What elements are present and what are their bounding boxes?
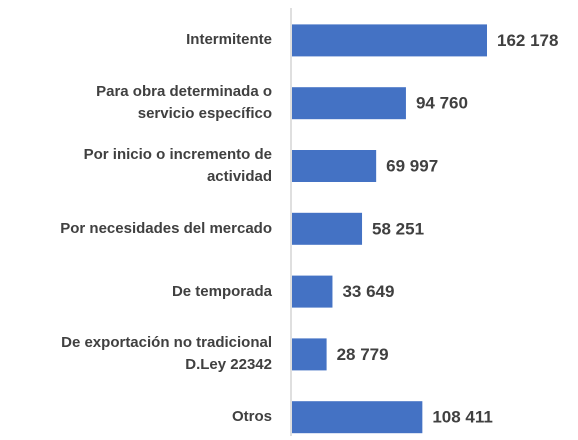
value-label: 58 251 bbox=[372, 219, 424, 238]
category-label: Intermitente bbox=[186, 31, 272, 49]
bar bbox=[292, 24, 487, 57]
category-label: Por necesidades del mercado bbox=[60, 219, 272, 237]
category-label: Para obra determinada o servicio específ… bbox=[96, 83, 272, 123]
value-label: 162 178 bbox=[497, 31, 558, 50]
bar bbox=[292, 338, 327, 371]
category-label: De exportación no tradicional D.Ley 2234… bbox=[61, 334, 272, 374]
bar bbox=[292, 150, 377, 182]
bar bbox=[292, 275, 333, 308]
bar bbox=[292, 87, 406, 120]
value-label: 69 997 bbox=[386, 156, 438, 175]
category-label: Otros bbox=[231, 408, 272, 426]
bar bbox=[292, 401, 423, 434]
value-label: 33 649 bbox=[342, 282, 394, 301]
value-label: 28 779 bbox=[337, 345, 389, 364]
value-label: 94 760 bbox=[416, 94, 468, 113]
bar bbox=[292, 212, 363, 245]
value-label: 108 411 bbox=[432, 408, 493, 427]
category-label: De temporada bbox=[171, 282, 272, 300]
category-label: Por inicio o incremento de actividad bbox=[83, 146, 272, 185]
